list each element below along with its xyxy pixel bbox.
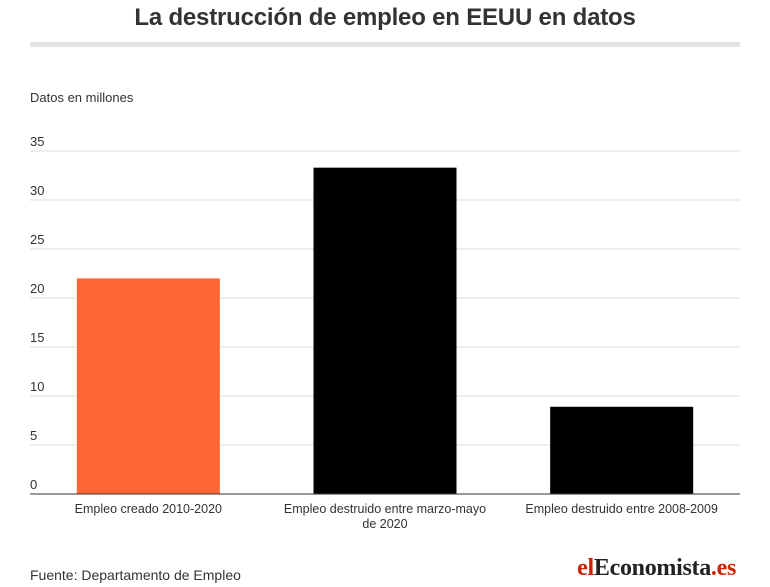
y-axis-label: Datos en millones	[30, 90, 134, 105]
y-tick-label: 35	[30, 134, 44, 149]
bar	[313, 167, 457, 494]
category-label: Empleo creado 2010-2020	[75, 502, 222, 516]
y-tick-label: 25	[30, 232, 44, 247]
bars	[76, 167, 694, 494]
y-tick-label: 0	[30, 477, 37, 492]
y-tick-labels: 0 5 10 15 20 25 30 35	[30, 134, 44, 492]
logo-part-el: el	[577, 555, 594, 581]
logo-part-economista: Economista	[593, 555, 711, 581]
title-divider	[30, 42, 740, 47]
source-note: Fuente: Departamento de Empleo	[30, 567, 241, 583]
y-tick-label: 5	[30, 428, 37, 443]
y-tick-label: 30	[30, 183, 44, 198]
logo-part-es: .es	[710, 555, 736, 581]
bar	[550, 406, 694, 494]
bar	[76, 278, 220, 494]
y-tick-label: 10	[30, 379, 44, 394]
category-labels: Empleo creado 2010-2020 Empleo destruido …	[75, 502, 718, 531]
publisher-logo: elEconomista.es	[577, 555, 736, 582]
y-tick-label: 20	[30, 281, 44, 296]
category-label: Empleo destruido entre 2008-2009	[525, 502, 718, 516]
chart-title: La destrucción de empleo en EEUU en dato…	[134, 4, 636, 31]
y-tick-label: 15	[30, 330, 44, 345]
category-label: Empleo destruido entre marzo-mayo de 2020	[284, 502, 486, 531]
